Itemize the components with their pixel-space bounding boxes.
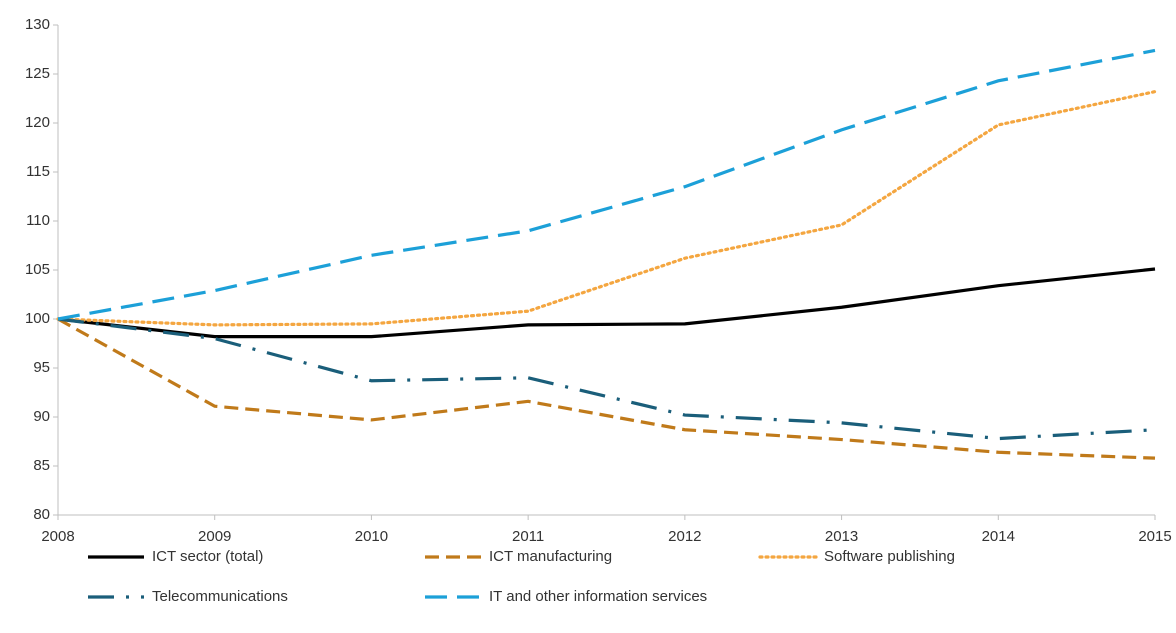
x-tick-label: 2015 (1138, 528, 1171, 545)
line-3 (57, 317, 1156, 441)
x-tick-label: 2008 (41, 528, 74, 545)
y-tick-label: 125 (25, 65, 50, 82)
x-tick-label: 2011 (512, 528, 544, 545)
y-tick-label: 80 (33, 506, 50, 523)
line-4 (57, 48, 1156, 321)
y-tick-label: 110 (26, 212, 50, 229)
y-tick-label: 115 (26, 163, 50, 180)
y-tick-label: 130 (25, 16, 50, 33)
line-2 (56, 90, 1157, 327)
y-tick-label: 95 (33, 359, 50, 376)
legend-label: IT and other information services (489, 588, 707, 605)
y-tick-label: 105 (25, 261, 50, 278)
x-tick-label: 2014 (982, 528, 1015, 545)
y-tick-label: 100 (25, 310, 50, 327)
legend-label: ICT manufacturing (489, 548, 612, 565)
x-tick-label: 2012 (668, 528, 701, 545)
y-tick-label: 90 (33, 408, 50, 425)
x-tick-label: 2009 (198, 528, 231, 545)
line-0 (57, 267, 1156, 339)
legend-label: Telecommunications (152, 588, 288, 605)
y-tick-label: 120 (25, 114, 50, 131)
y-tick-label: 85 (33, 457, 50, 474)
x-tick-label: 2010 (355, 528, 388, 545)
legend-label: Software publishing (824, 548, 955, 565)
x-tick-label: 2013 (825, 528, 858, 545)
legend-label: ICT sector (total) (152, 548, 263, 565)
line-1 (57, 317, 1156, 460)
